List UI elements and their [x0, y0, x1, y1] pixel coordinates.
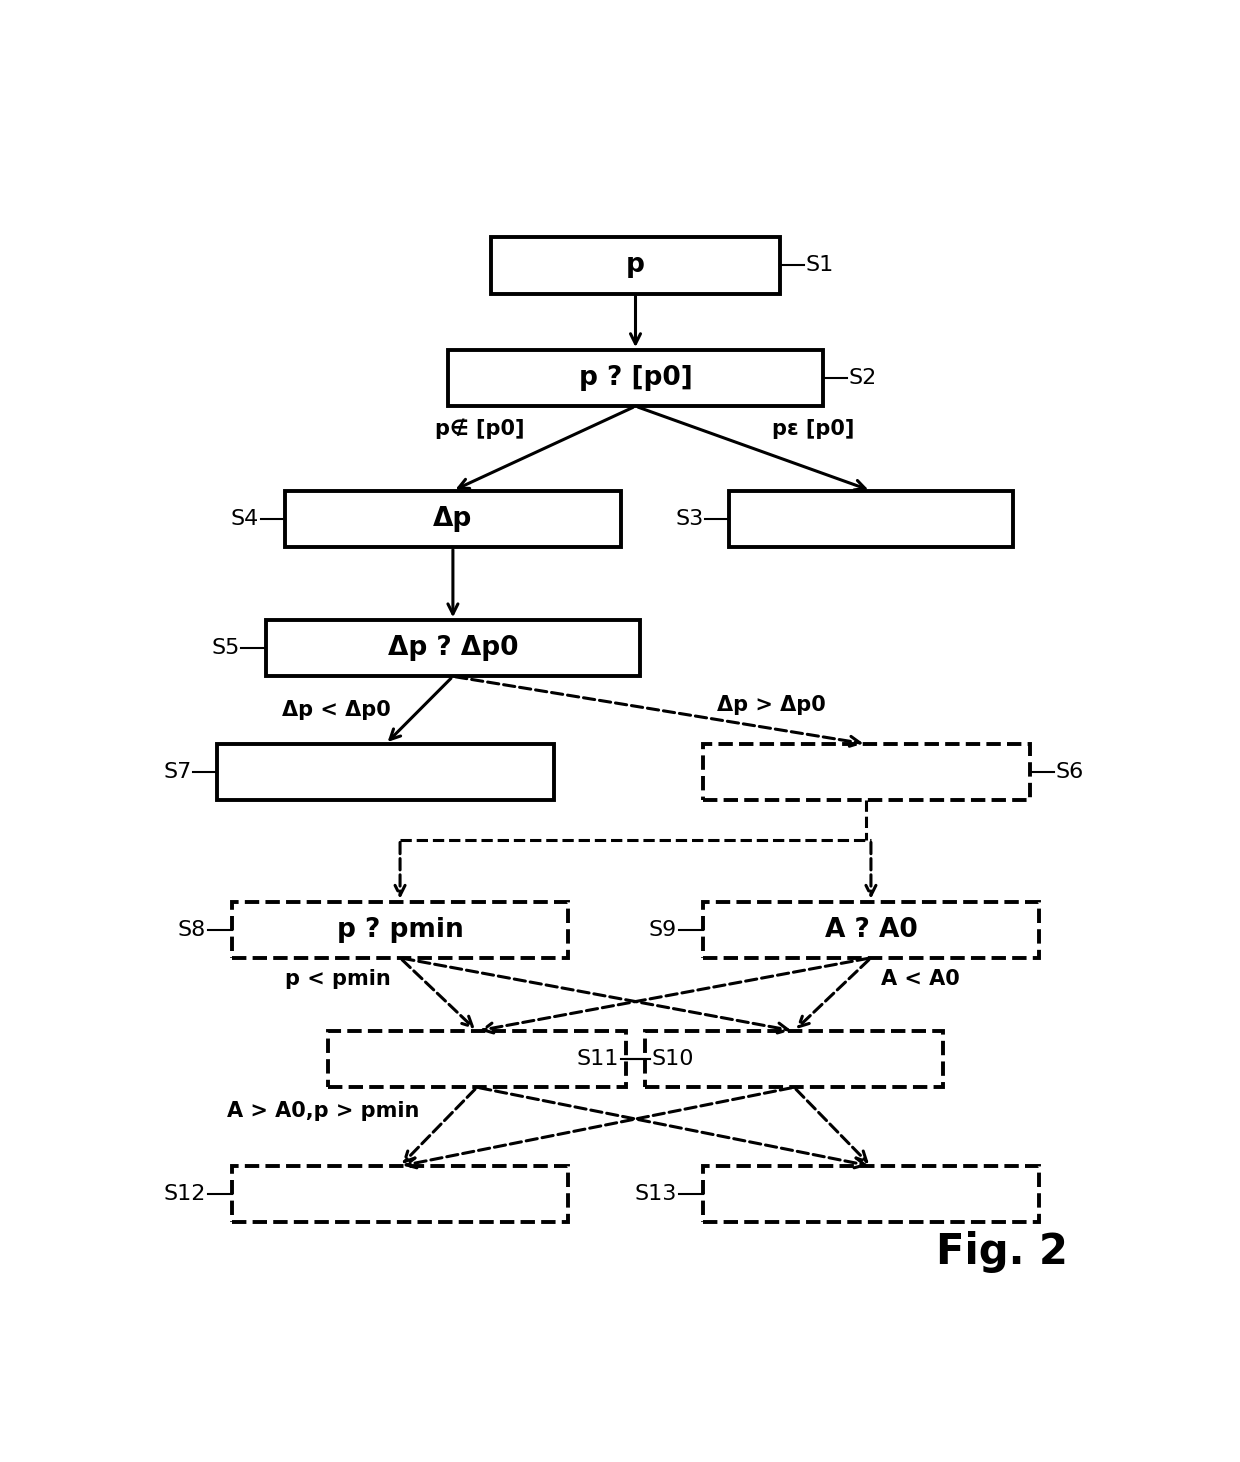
Text: Fig. 2: Fig. 2: [936, 1231, 1068, 1273]
Text: S13: S13: [635, 1184, 677, 1205]
Text: S5: S5: [211, 639, 239, 658]
Bar: [645, 1031, 942, 1088]
Bar: [232, 902, 568, 958]
Bar: [703, 744, 1029, 800]
Bar: [285, 491, 621, 547]
Text: S11: S11: [577, 1050, 619, 1069]
Text: S9: S9: [649, 920, 677, 940]
Text: Δp ? Δp0: Δp ? Δp0: [388, 636, 518, 661]
Bar: [265, 620, 640, 677]
Text: A ? A0: A ? A0: [825, 917, 918, 943]
Text: S7: S7: [164, 762, 191, 782]
Bar: [327, 1031, 626, 1088]
Bar: [217, 744, 554, 800]
Text: Δp: Δp: [433, 506, 472, 532]
Text: S6: S6: [1055, 762, 1084, 782]
Bar: [491, 237, 780, 294]
Text: p: p: [626, 253, 645, 278]
Bar: [703, 1167, 1039, 1222]
Bar: [232, 1167, 568, 1222]
Text: S2: S2: [849, 368, 877, 387]
Text: pε [p0]: pε [p0]: [773, 420, 854, 440]
Text: A > A0,p > pmin: A > A0,p > pmin: [227, 1101, 419, 1121]
Text: S8: S8: [177, 920, 206, 940]
Text: S4: S4: [231, 509, 259, 529]
Text: S3: S3: [675, 509, 703, 529]
Text: Δp > Δp0: Δp > Δp0: [717, 694, 826, 715]
Bar: [448, 349, 823, 406]
Text: p ? pmin: p ? pmin: [337, 917, 464, 943]
Text: p∉ [p0]: p∉ [p0]: [435, 420, 525, 440]
Bar: [703, 902, 1039, 958]
Text: p < pmin: p < pmin: [285, 969, 391, 988]
Text: p ? [p0]: p ? [p0]: [579, 366, 692, 390]
Text: S1: S1: [806, 256, 833, 275]
Text: S12: S12: [164, 1184, 206, 1205]
Text: A < A0: A < A0: [880, 969, 960, 988]
Text: Δp < Δp0: Δp < Δp0: [281, 700, 391, 721]
Text: S10: S10: [652, 1050, 694, 1069]
Bar: [729, 491, 1013, 547]
